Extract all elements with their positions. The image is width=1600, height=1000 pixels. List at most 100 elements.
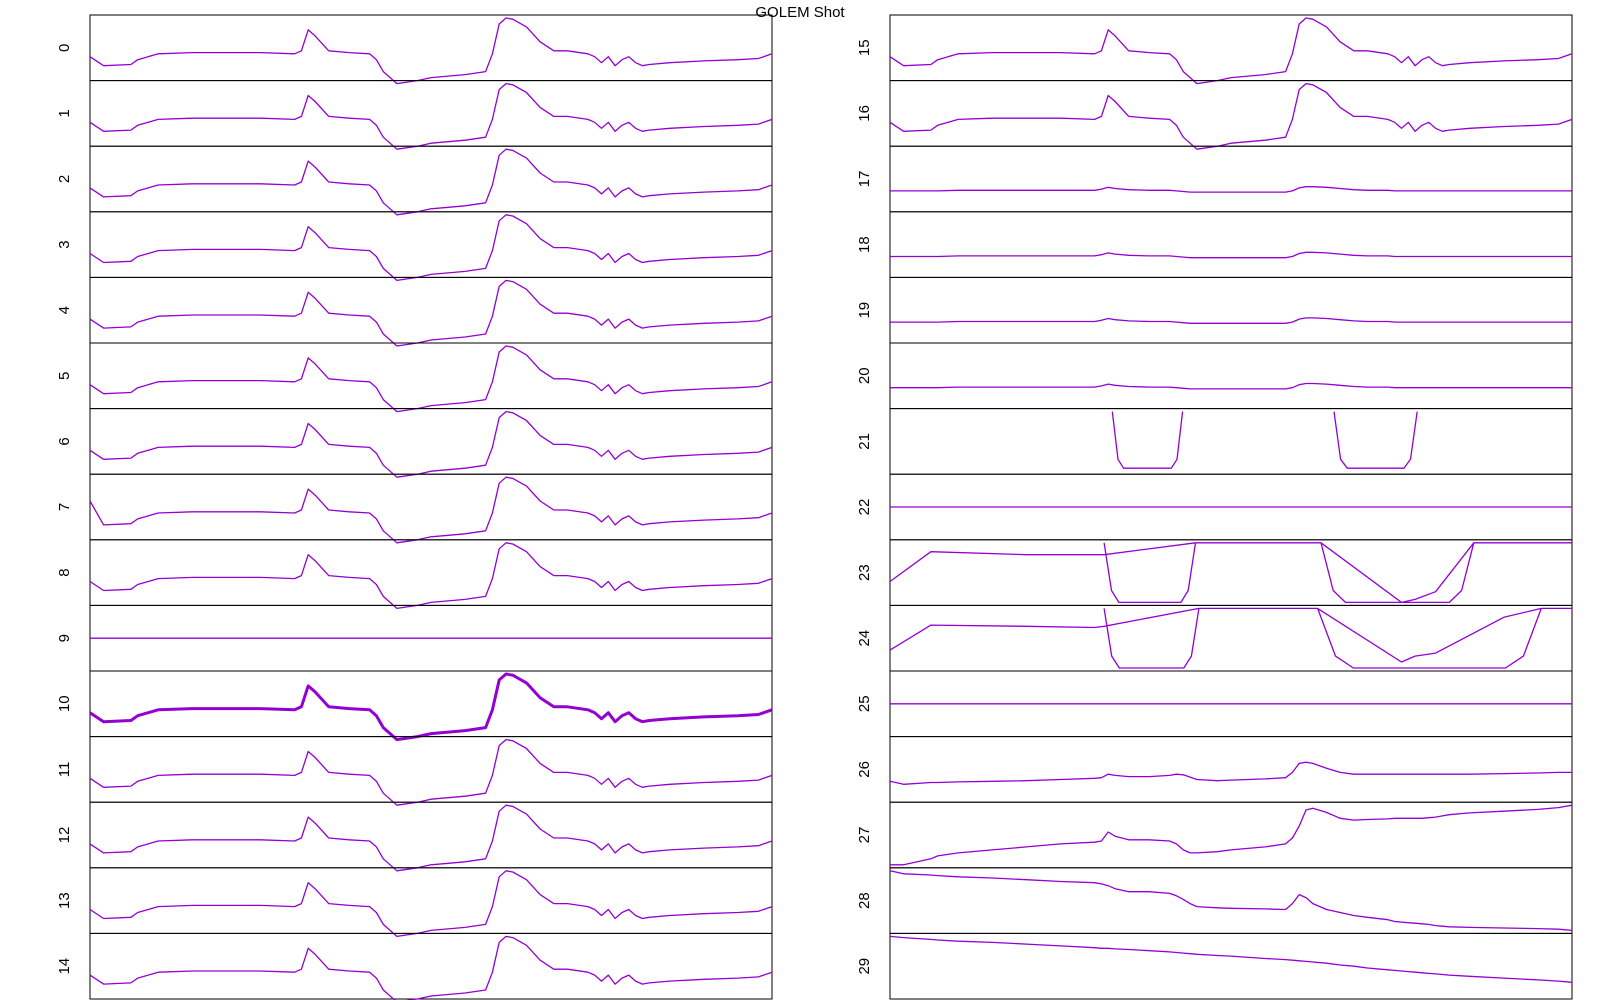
panel-frame-18 — [889, 211, 1573, 278]
channel-label: 27 — [856, 827, 873, 844]
series-line-7 — [89, 476, 773, 544]
series-line-24 — [889, 607, 1572, 669]
channel-label: 9 — [56, 634, 73, 642]
panel-frame-19 — [889, 276, 1573, 344]
panel-frame-5 — [89, 342, 773, 410]
channel-label: 20 — [856, 367, 873, 384]
series-line-4 — [89, 279, 773, 347]
channel-label: 17 — [856, 171, 873, 188]
series-line-27 — [890, 804, 1573, 866]
panel-frame-13 — [89, 867, 773, 934]
channel-label: 1 — [56, 109, 73, 117]
series-line-14 — [89, 935, 773, 1000]
channel-label: 24 — [856, 630, 873, 647]
panel-frame-10 — [89, 670, 773, 738]
channel-label: 29 — [856, 958, 873, 975]
panel-frame-3 — [89, 211, 773, 278]
panel-frame-14 — [89, 932, 773, 1000]
series-line-13 — [89, 870, 773, 938]
panel-frame-24 — [889, 604, 1573, 672]
panel-3: 3 — [56, 211, 773, 282]
panel-11: 11 — [56, 736, 773, 806]
series-line-21 — [1111, 411, 1418, 469]
panel-15: 15 — [856, 14, 1573, 85]
channel-label: 11 — [56, 762, 73, 778]
panel-19: 19 — [856, 276, 1573, 344]
panel-27: 27 — [856, 801, 1573, 869]
series-line-16 — [889, 82, 1573, 150]
channel-label: 2 — [56, 175, 73, 183]
series-line-10 — [89, 672, 773, 742]
series-line-20 — [890, 382, 1572, 390]
series-line-2 — [89, 148, 773, 216]
series-line-12 — [89, 804, 773, 872]
series-line-5 — [89, 345, 773, 413]
channel-label: 6 — [56, 437, 73, 445]
panel-16: 16 — [856, 80, 1573, 150]
panel-frame-11 — [89, 736, 773, 803]
series-line-23 — [889, 542, 1572, 604]
panel-13: 13 — [56, 867, 773, 938]
panel-17: 17 — [856, 145, 1573, 213]
channel-label: 4 — [56, 306, 73, 314]
channel-label: 0 — [56, 44, 73, 52]
series-line-19 — [890, 317, 1572, 324]
panel-frame-23 — [889, 539, 1573, 606]
panel-9: 9 — [56, 604, 773, 672]
panel-2: 2 — [56, 145, 773, 216]
panel-1: 1 — [56, 80, 773, 150]
panel-frame-12 — [89, 801, 773, 869]
channel-label: 18 — [856, 236, 873, 253]
panel-frame-7 — [89, 473, 773, 541]
panel-frame-16 — [889, 80, 1573, 147]
panel-4: 4 — [56, 276, 773, 347]
channel-label: 25 — [856, 695, 873, 712]
channel-label: 14 — [56, 958, 73, 975]
panel-21: 21 — [856, 408, 1573, 475]
panel-frame-1 — [89, 80, 773, 147]
channel-label: 28 — [856, 892, 873, 909]
panel-frame-0 — [89, 14, 773, 82]
panel-8: 8 — [56, 539, 773, 610]
series-line-26 — [889, 761, 1572, 785]
panel-frame-26 — [889, 736, 1573, 803]
series-line-3 — [89, 214, 773, 282]
channel-label: 13 — [56, 892, 73, 909]
panel-frame-4 — [89, 276, 773, 344]
panel-6: 6 — [56, 408, 773, 478]
panel-frame-6 — [89, 408, 773, 475]
panel-0: 0 — [56, 14, 773, 85]
panel-12: 12 — [56, 801, 773, 872]
series-line-17 — [890, 186, 1572, 193]
panel-22: 22 — [856, 473, 1573, 541]
channel-label: 19 — [856, 302, 873, 319]
channel-label: 16 — [856, 105, 873, 122]
series-line-8 — [89, 542, 773, 610]
panel-25: 25 — [856, 670, 1573, 738]
channel-label: 26 — [856, 761, 873, 778]
panel-frame-27 — [889, 801, 1573, 869]
chart-title: GOLEM Shot — [755, 4, 845, 21]
series-line-6 — [89, 410, 773, 478]
panel-frame-20 — [889, 342, 1573, 410]
channel-label: 10 — [56, 695, 73, 712]
panel-18: 18 — [856, 211, 1573, 278]
panel-14: 14 — [56, 932, 773, 1000]
series-line-1 — [89, 82, 773, 150]
series-line-28 — [889, 870, 1573, 932]
panel-frame-17 — [889, 145, 1573, 213]
channel-label: 21 — [856, 433, 873, 450]
channel-label: 22 — [856, 499, 873, 516]
series-line-15 — [889, 17, 1573, 85]
channel-label: 12 — [56, 827, 73, 844]
panel-frame-15 — [889, 14, 1573, 82]
panel-26: 26 — [856, 736, 1573, 803]
panel-frame-21 — [889, 408, 1573, 475]
channel-label: 8 — [56, 568, 73, 576]
channel-label: 7 — [56, 503, 73, 511]
panel-20: 20 — [856, 342, 1573, 410]
channel-label: 5 — [56, 372, 73, 380]
panel-frame-8 — [89, 539, 773, 606]
panel-10: 10 — [56, 670, 773, 742]
